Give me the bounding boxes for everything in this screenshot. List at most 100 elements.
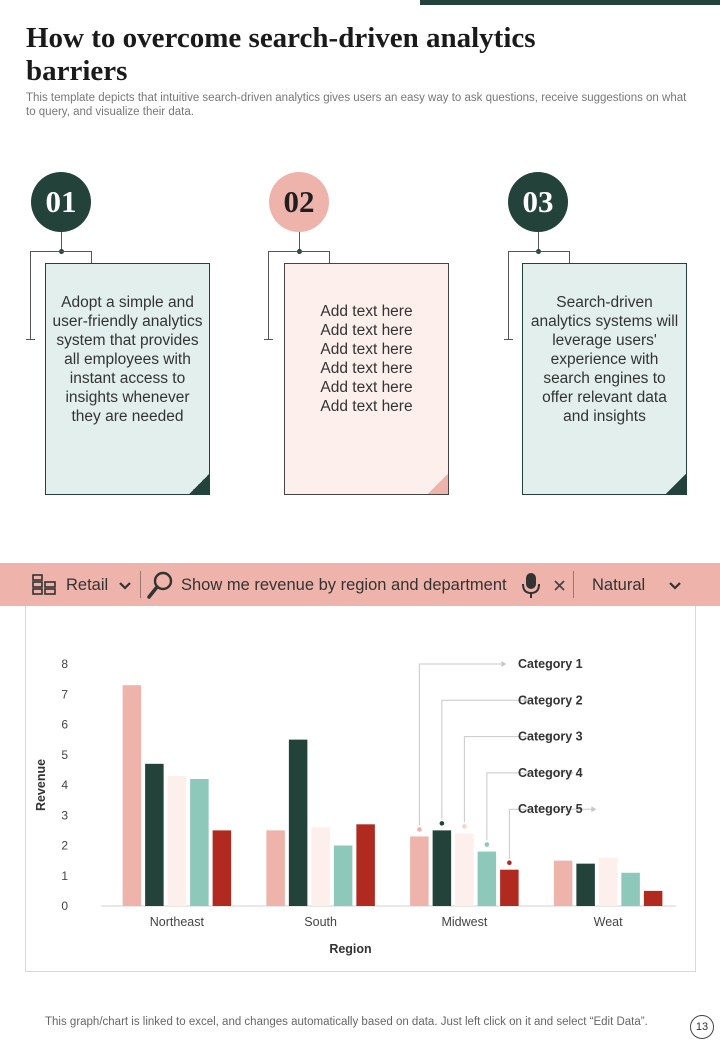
y-tick-label: 6	[61, 718, 68, 732]
step-2-card-corner	[427, 473, 448, 494]
bar	[167, 775, 187, 906]
legend-leader-arrow	[546, 733, 552, 740]
close-icon[interactable]	[553, 578, 566, 597]
legend-leader-arrow	[568, 769, 574, 776]
step-3-bracket-right	[569, 251, 570, 263]
step-3-text: Search-driven analytics systems will lev…	[530, 293, 679, 425]
chevron-down-icon[interactable]	[668, 578, 682, 597]
chart-container: 0 1 2 3 4 5 6 7 8 Revenue Region Northeast South Midw…	[25, 606, 696, 972]
search-input[interactable]: Show me revenue by region and department	[181, 576, 507, 594]
step-1-card: Adopt a simple and user-friendly analyti…	[45, 263, 210, 495]
step-2-bracket-right	[329, 251, 330, 263]
y-tick-label: 1	[61, 869, 68, 883]
y-tick-label: 4	[61, 778, 68, 792]
legend-label: Category 1	[518, 657, 583, 671]
legend-leader-line	[463, 736, 547, 823]
bar	[122, 685, 142, 906]
x-tick-label: Weat	[594, 915, 623, 929]
page-number: 13	[690, 1015, 714, 1039]
step-2-bracket-left	[268, 251, 269, 339]
step-1-bracket-tick	[26, 339, 35, 340]
legend-leader-line	[508, 808, 592, 859]
bar	[576, 863, 595, 906]
step-3-bracket-left	[508, 251, 509, 339]
y-tick-label: 3	[61, 808, 68, 822]
bar	[598, 857, 618, 906]
legend-leader-dot	[417, 827, 422, 832]
bar	[643, 890, 663, 906]
bar	[477, 851, 497, 906]
y-tick-label: 0	[61, 899, 68, 913]
bar	[333, 845, 353, 906]
step-1-bracket-right	[91, 251, 92, 263]
legend-leader-line	[486, 772, 569, 841]
revenue-bar-chart: 0 1 2 3 4 5 6 7 8 Revenue Region Northeast South Midw…	[34, 657, 676, 956]
step-2-text: Add text here Add text here Add text her…	[320, 303, 413, 415]
footer-note: This graph/chart is linked to excel, and…	[45, 1016, 648, 1028]
bar	[410, 836, 429, 906]
source-select-label[interactable]: Retail	[66, 576, 109, 594]
x-tick-label: Northeast	[150, 915, 205, 929]
search-icon[interactable]	[146, 570, 174, 605]
legend-leader-arrow	[591, 806, 597, 813]
legend-label: Category 5	[518, 802, 583, 816]
step-2-connector	[299, 232, 300, 252]
legend-label: Category 2	[518, 693, 583, 707]
bar	[356, 824, 375, 906]
legend-leader-dot	[439, 821, 445, 826]
legend-leader-line	[441, 699, 524, 820]
legend-leader-dot	[484, 842, 490, 847]
bar	[212, 830, 232, 906]
legend-leader-arrow	[523, 697, 529, 704]
step-2-bracket-top	[268, 251, 330, 252]
bar	[621, 872, 640, 906]
microphone-icon[interactable]	[521, 572, 541, 604]
step-1-number: 01	[31, 172, 91, 232]
search-bar-divider	[573, 571, 574, 598]
bar	[145, 763, 164, 906]
y-tick-label: 8	[61, 657, 68, 671]
bar	[288, 739, 308, 906]
bar	[190, 778, 209, 906]
legend-label: Category 3	[518, 730, 583, 744]
legend-leader-dot	[462, 824, 467, 829]
search-bar-divider	[140, 571, 141, 598]
step-2-card: Add text here Add text here Add text her…	[284, 263, 449, 495]
step-3-bracket-top	[508, 251, 570, 252]
step-2-number: 02	[269, 172, 329, 232]
database-icon[interactable]	[32, 574, 56, 601]
bar	[432, 830, 452, 906]
bar	[553, 860, 573, 906]
y-tick-label: 7	[61, 687, 68, 701]
step-3-card: Search-driven analytics systems will lev…	[522, 263, 687, 495]
y-tick-label: 2	[61, 839, 68, 853]
legend-label: Category 4	[518, 766, 583, 780]
step-2-bracket-tick	[264, 339, 273, 340]
y-axis-title: Revenue	[34, 759, 48, 811]
search-bar: Retail Show me revenue by region and dep…	[0, 563, 720, 606]
mode-select-label[interactable]: Natural	[592, 576, 646, 594]
legend-leader-line	[418, 663, 502, 826]
step-3-card-corner	[665, 473, 686, 494]
top-accent-bar	[420, 0, 720, 5]
bar	[266, 830, 285, 906]
x-axis-title: Region	[329, 942, 371, 956]
step-3-number: 03	[508, 172, 568, 232]
legend-leader-dot	[507, 860, 512, 865]
bar	[311, 827, 330, 906]
chevron-down-icon[interactable]	[118, 578, 132, 597]
bar	[455, 833, 474, 906]
step-1-card-corner	[188, 473, 209, 494]
bar	[500, 869, 519, 906]
step-3-bracket-tick	[504, 339, 513, 340]
step-1-bracket-left	[30, 251, 31, 339]
x-tick-label: Midwest	[441, 915, 487, 929]
legend-leader-arrow	[501, 661, 507, 667]
page-subtitle: This template depicts that intuitive sea…	[26, 92, 687, 118]
page-title: How to overcome search-driven analytics …	[26, 22, 536, 87]
y-tick-label: 5	[61, 748, 68, 762]
step-1-connector	[61, 232, 62, 252]
step-1-bracket-top	[30, 251, 92, 252]
step-1-text: Adopt a simple and user-friendly analyti…	[52, 293, 203, 425]
x-tick-label: South	[304, 915, 337, 929]
